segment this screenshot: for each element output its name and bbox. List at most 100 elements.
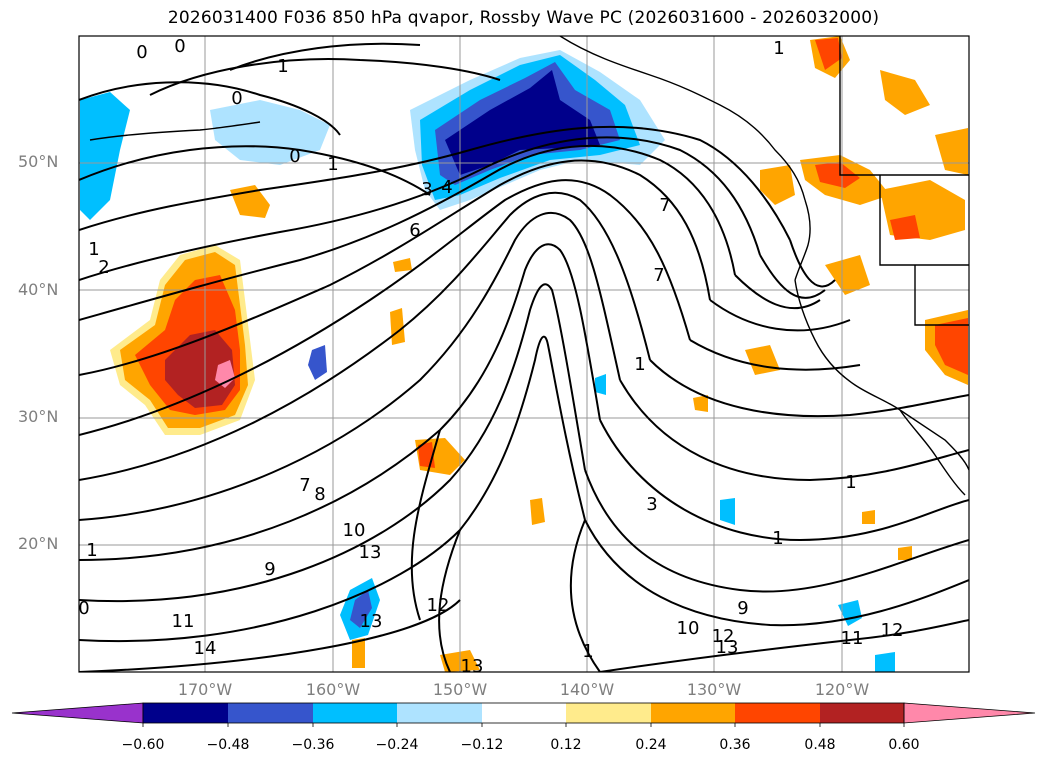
alaska-coast [559,36,806,201]
contour-label: 0 [231,88,242,109]
contour-label: 11 [172,611,195,632]
contour-label: 2 [98,257,109,278]
map-title: 2026031400 F036 850 hPa qvapor, Rossby W… [167,8,880,28]
neg-anomaly-mid1 [308,345,327,380]
pos-anomaly-central3 [530,498,545,525]
aleutians [89,121,261,141]
state-border-1 [879,175,969,266]
pos-anomaly-inland2 [890,215,920,240]
pos-anomaly-sw-us-core [935,318,968,375]
contour-label: 1 [277,56,288,77]
colorbar-segment [820,703,904,723]
contour-label: 12 [427,595,450,616]
colorbar-tick-label: −0.60 [121,737,165,753]
contour-label: 8 [314,484,325,505]
contour-label: 7 [653,265,664,286]
colorbar-segment [313,703,397,723]
contour-label: 14 [194,638,217,659]
contour-label: 0 [136,42,147,63]
shaded-qvapor-fields [80,36,968,672]
neg-anomaly-mid3 [595,374,606,395]
colorbar-segment [566,703,651,723]
us-west-coast [794,279,969,471]
pos-anomaly-nevada [825,255,870,295]
pos-anomaly-coast2 [815,162,860,188]
pos-anomaly-west-core [165,330,235,408]
contour-label: 1 [634,354,645,375]
colorbar-segment [482,703,566,723]
neg-anomaly-mid2 [720,498,735,525]
contour-label: 13 [461,656,484,677]
colorbar-tick-label: 0.24 [635,737,667,753]
lat-label-20n: 20°N [18,534,59,553]
pos-anomaly-pt2 [693,395,708,412]
lon-label-120w: 120°W [814,680,870,699]
neg-anomaly-deep [445,70,600,175]
pos-anomaly-central4 [352,638,365,668]
pos-anomaly-pt3 [862,510,875,524]
contour-label: 3 [646,494,657,515]
lon-label-150w: 150°W [432,680,488,699]
pos-anomaly-coast3 [760,165,795,205]
colorbar-tick-label: −0.48 [206,737,250,753]
lat-label-30n: 30°N [18,407,59,426]
contour-label: 13 [360,611,383,632]
lat-label-50n: 50°N [18,152,59,171]
contour-label: 10 [343,520,366,541]
colorbar-tick-label: 0.12 [550,737,582,753]
contour-label: 9 [264,559,275,580]
contour-label: 13 [359,542,382,563]
contour-label: 0 [289,146,300,167]
colorbar-tick-label: 0.60 [888,737,920,753]
colorbar-segment [735,703,820,723]
contour-label-group: 0 0 1 0 0 1 3 4 6 1 2 1 7 7 1 1 1 7 8 10… [78,36,903,677]
neg-anomaly-aleutian [80,92,130,220]
neg-anomaly-south2 [350,590,372,628]
colorbar [11,702,1036,727]
contour-label: 7 [659,195,670,216]
contour-label: 9 [737,598,748,619]
contour-label: 1 [845,472,856,493]
map-frame [78,35,970,673]
contour-label: 0 [78,598,89,619]
contour-label: 3 [421,179,432,200]
colorbar-tick-label: −0.36 [291,737,335,753]
colorbar-tick-label: 0.36 [719,737,751,753]
pos-anomaly-ne3 [880,70,930,115]
bc-coast [794,199,811,281]
contour-label: 13 [716,637,739,658]
lon-label-160w: 160°W [305,680,361,699]
pos-anomaly-pt1 [393,258,412,272]
contour-label: 4 [441,177,452,198]
gridlines [79,36,969,672]
colorbar-tick-label: 0.48 [804,737,836,753]
neg-anomaly-east2 [875,652,895,672]
contour-label: 1 [88,239,99,260]
colorbar-segment [651,703,735,723]
baja-coast [899,409,966,496]
colorbar-segment [143,703,228,723]
contour-label: 6 [409,220,420,241]
canada-border [839,36,969,176]
contour-label: 1 [772,528,783,549]
colorbar-tick-label: −0.12 [460,737,504,753]
lon-label-130w: 130°W [686,680,742,699]
pos-anomaly-pt4 [898,546,912,560]
colorbar-segment [228,703,313,723]
contour-label: 10 [677,618,700,639]
lat-label-40n: 40°N [18,280,59,299]
contour-label: 1 [773,38,784,59]
coastlines [89,36,969,496]
contour-label: 7 [299,475,310,496]
colorbar-extend-high [903,702,1036,724]
rossby-wave-contours [79,42,969,672]
neg-anomaly-west [210,100,330,165]
lon-label-170w: 170°W [177,680,233,699]
contour-label: 1 [86,540,97,561]
colorbar-segment [397,703,482,723]
colorbar-extend-low [11,702,144,724]
contour-label: 12 [712,626,735,647]
colorbar-tick-label: −0.24 [375,737,419,753]
contour-label: 1 [327,154,338,175]
